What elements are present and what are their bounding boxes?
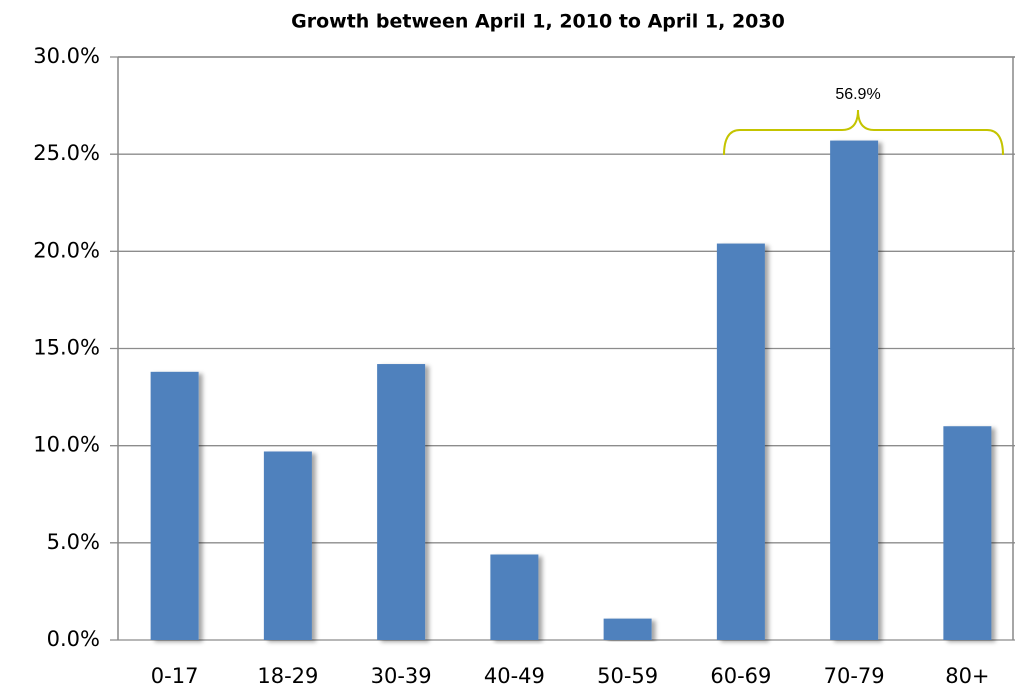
x-tick-label: 18-29 <box>257 664 318 688</box>
bars <box>150 140 992 640</box>
bar <box>830 140 879 640</box>
y-tick-label: 25.0% <box>33 141 100 165</box>
chart-title: Growth between April 1, 2010 to April 1,… <box>291 11 785 33</box>
bar <box>377 364 426 640</box>
x-tick-label: 0-17 <box>151 664 199 688</box>
bar <box>603 618 652 640</box>
bar <box>716 243 765 640</box>
bracket <box>723 109 1004 156</box>
y-tick-label: 0.0% <box>47 627 100 651</box>
bar <box>263 451 312 640</box>
x-tick-label: 60-69 <box>710 664 771 688</box>
y-tick-label: 30.0% <box>33 44 100 68</box>
y-tick-label: 20.0% <box>33 238 100 262</box>
x-tick-label: 30-39 <box>371 664 432 688</box>
x-tick-label: 80+ <box>945 664 989 688</box>
x-tick-label: 70-79 <box>824 664 885 688</box>
grid <box>110 56 1015 641</box>
y-tick-label: 10.0% <box>33 433 100 457</box>
annotation: 56.9% <box>835 86 880 103</box>
y-tick-label: 5.0% <box>47 530 100 554</box>
x-tick-label: 50-59 <box>597 664 658 688</box>
y-tick-label: 15.0% <box>33 336 100 360</box>
bar <box>943 426 992 640</box>
x-tick-label: 40-49 <box>484 664 545 688</box>
bar <box>150 371 199 640</box>
bar <box>490 554 539 640</box>
